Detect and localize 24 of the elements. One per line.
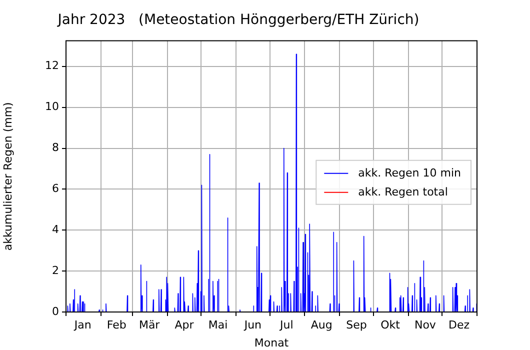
- x-tick-label: Nov: [414, 318, 436, 332]
- x-tick-label: Mär: [138, 318, 160, 332]
- legend-label: akk. Regen 10 min: [358, 166, 462, 180]
- y-tick-label: 2: [52, 264, 59, 277]
- x-axis-title: Monat: [254, 336, 290, 350]
- legend-label: akk. Regen total: [358, 185, 448, 198]
- y-tick-label: 0: [52, 304, 59, 318]
- x-tick-label: Okt: [380, 318, 401, 332]
- y-tick-label: 6: [52, 182, 59, 196]
- x-tick-label: Jul: [279, 318, 294, 332]
- y-tick-label: 8: [52, 141, 59, 154]
- y-tick-label: 4: [52, 222, 59, 236]
- x-tick-label: Apr: [174, 318, 194, 332]
- y-tick-label: 10: [45, 100, 59, 114]
- x-tick-label: Aug: [310, 318, 332, 332]
- chart-title: Jahr 2023 (Meteostation Hönggerberg/ETH Zürich): [56, 12, 420, 28]
- x-tick-label: Feb: [106, 318, 126, 332]
- x-tick-label: Jan: [73, 318, 92, 332]
- x-tick-label: Dez: [448, 318, 470, 332]
- x-tick-label: Jun: [243, 318, 262, 332]
- y-axis-title: akkumulierter Regen (mm): [1, 102, 14, 251]
- y-tick-label: 12: [45, 59, 59, 72]
- x-tick-label: Mai: [208, 318, 228, 332]
- x-tick-label: Sep: [346, 318, 367, 332]
